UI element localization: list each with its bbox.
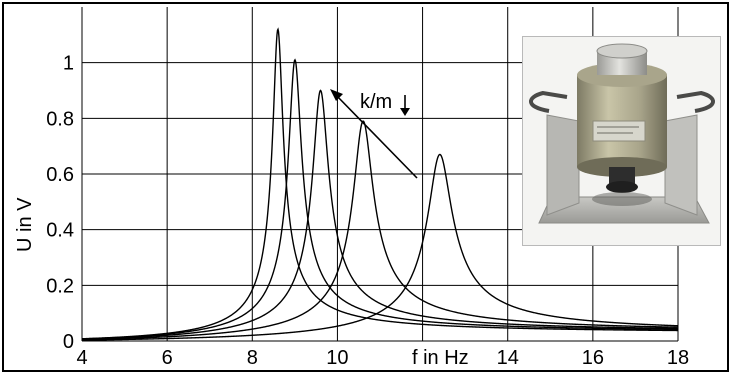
k-over-m-arrow xyxy=(330,89,418,179)
x-tick-label: 18 xyxy=(667,347,689,369)
resonance-curve-2 xyxy=(81,58,678,340)
x-tick-label: 16 xyxy=(582,347,604,369)
resonance-curve-1 xyxy=(81,27,679,340)
y-tick-label: 1 xyxy=(63,53,74,75)
tick-labels: 4 6 8 10 14 16 18 0 0.2 0.4 0.6 0.8 1 xyxy=(46,53,689,369)
y-tick-label: 0 xyxy=(63,331,74,353)
y-tick-label: 0.4 xyxy=(46,220,74,242)
resonance-curve-4 xyxy=(81,120,679,341)
y-tick-label: 0.6 xyxy=(46,164,74,186)
sensor-photo xyxy=(522,36,721,246)
x-axis-label: f in Hz xyxy=(412,347,469,369)
x-tick-label: 8 xyxy=(247,347,258,369)
x-tick-label: 10 xyxy=(326,347,348,369)
resonance-curve-3 xyxy=(81,89,678,340)
resonance-curve-5 xyxy=(81,153,679,341)
annotation-label: k/m xyxy=(360,91,392,113)
x-tick-label: 4 xyxy=(76,347,87,369)
y-tick-label: 0.2 xyxy=(46,275,74,297)
y-tick-label: 0.8 xyxy=(46,108,74,130)
x-tick-label: 6 xyxy=(162,347,173,369)
y-axis-label: U in V xyxy=(14,197,36,252)
x-tick-label: 14 xyxy=(497,347,519,369)
curves xyxy=(81,27,679,341)
